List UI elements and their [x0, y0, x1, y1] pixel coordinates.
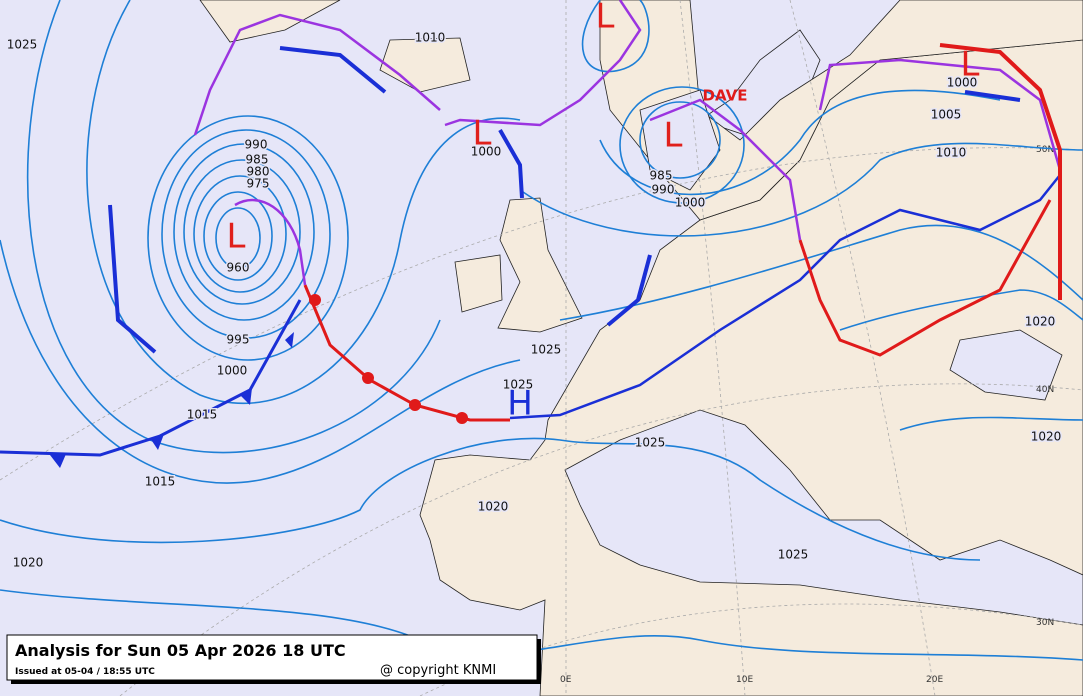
low-pressure-centre: L — [473, 114, 492, 154]
warm-front — [798, 199, 1052, 357]
isobar-label: 1010 — [415, 31, 446, 45]
map-title: Analysis for Sun 05 Apr 2026 18 UTC — [15, 641, 346, 660]
isobar-label: 1025 — [7, 38, 38, 52]
front-symbol — [50, 454, 66, 468]
isobar-label: 960 — [227, 261, 250, 275]
isobar-label: 1025 — [503, 378, 534, 392]
copyright: @ copyright KNMI — [380, 663, 496, 678]
low-pressure-centre: L — [596, 0, 615, 37]
isobar-label: 1020 — [1031, 430, 1062, 444]
latitude-label: 30N — [1036, 618, 1054, 628]
cold-front — [509, 174, 1061, 420]
isobar-label: 995 — [227, 333, 250, 347]
isobar-label: 1025 — [635, 436, 666, 450]
front-symbol — [309, 294, 321, 306]
occluded-front — [649, 98, 802, 241]
occluded-front — [444, 0, 642, 127]
longitude-label: 10E — [736, 675, 753, 685]
latitude-label: 40N — [1036, 385, 1054, 395]
isobar-label: 1020 — [13, 556, 44, 570]
front-symbol — [362, 372, 374, 384]
warm-front — [303, 284, 510, 422]
isobar-label: 1015 — [187, 408, 218, 422]
isobar-label: 990 — [245, 138, 268, 152]
front-symbol — [456, 412, 468, 424]
occluded-front — [234, 198, 307, 286]
isobar-label: 1000 — [675, 196, 706, 210]
trough — [279, 46, 387, 94]
isobar-label: 980 — [247, 165, 270, 179]
high-pressure-centre: H — [507, 384, 533, 424]
warm-front — [939, 43, 1062, 300]
isobar-label: 1000 — [217, 364, 248, 378]
front-symbol — [409, 399, 421, 411]
isobar-label: 1015 — [145, 475, 176, 489]
isobar-label: 1000 — [947, 76, 978, 90]
front-symbol — [285, 332, 294, 348]
isobar-labels: 1025 1010 990 985 980 975 960 995 1000 1… — [5, 29, 1063, 571]
longitude-label: 0E — [560, 675, 572, 685]
front-symbol — [240, 388, 252, 405]
low-pressure-centre: L — [664, 116, 683, 156]
storm-name: DAVE — [703, 87, 748, 105]
isobar-label: 1020 — [1025, 315, 1056, 329]
trough — [606, 254, 652, 327]
latitude-label: 50N — [1036, 145, 1054, 155]
longitude-label: 20E — [926, 675, 943, 685]
isobar-label: 985 — [650, 169, 673, 183]
isobar-label: 1020 — [478, 500, 509, 514]
isobar-label: 1010 — [936, 146, 967, 160]
low-pressure-centre: L — [961, 45, 980, 85]
issued-time: Issued at 05-04 / 18:55 UTC — [15, 667, 155, 677]
isobar-label: 975 — [247, 177, 270, 191]
occluded-front — [193, 13, 441, 136]
trough — [108, 204, 157, 354]
isobar-label: 1000 — [471, 145, 502, 159]
isobar-label: 985 — [246, 153, 269, 167]
isobar-label: 1025 — [778, 548, 809, 562]
isobar-label: 1005 — [931, 108, 962, 122]
isobar-label: 990 — [652, 183, 675, 197]
fronts — [0, 0, 1062, 468]
trough — [964, 90, 1021, 102]
occluded-front — [818, 58, 1062, 171]
isobars — [0, 0, 1083, 661]
isobar-label: 1025 — [531, 343, 562, 357]
low-pressure-centre: L — [227, 217, 246, 257]
trough — [498, 129, 524, 199]
front-symbol — [150, 434, 164, 450]
caption-box — [6, 634, 538, 681]
